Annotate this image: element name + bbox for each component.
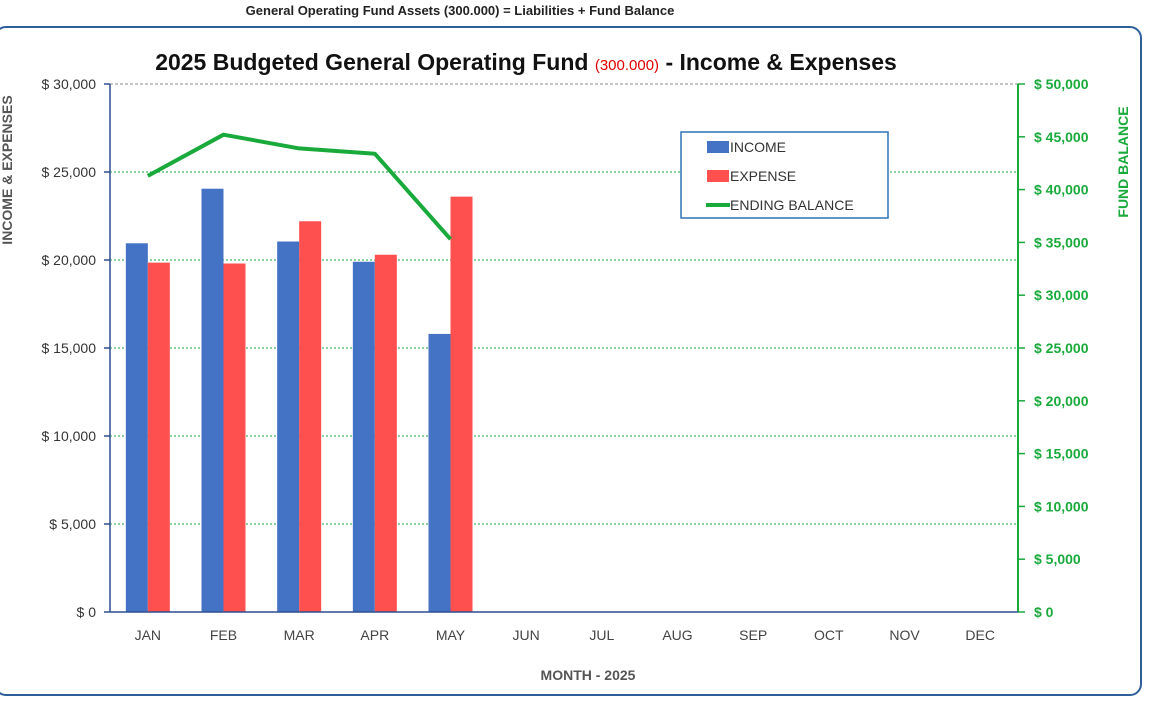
legend: INCOME EXPENSE ENDING BALANCE <box>680 131 889 219</box>
legend-label: EXPENSE <box>730 168 796 184</box>
right-tick-label: $ 25,000 <box>1034 340 1089 356</box>
bar-income-may <box>428 333 451 612</box>
left-axis-ticks: $ 0 $ 5,000 $ 10,000 $ 15,000 $ 20,000 $ 25,0… <box>42 76 110 620</box>
left-tick-label: $ 5,000 <box>49 516 96 532</box>
left-tick-label: $ 10,000 <box>42 428 97 444</box>
bar-series <box>125 188 473 612</box>
month-label: JUN <box>513 627 540 643</box>
right-tick-label: $ 10,000 <box>1034 498 1089 514</box>
chart-title-main: 2025 Budgeted General Operating Fund <box>155 49 588 75</box>
bar-income-feb <box>201 188 224 612</box>
month-label: MAY <box>436 627 466 643</box>
right-tick-label: $ 35,000 <box>1034 234 1089 250</box>
bar-income-jan <box>125 243 148 612</box>
legend-swatch-expense <box>707 170 729 182</box>
month-label: SEP <box>739 627 767 643</box>
legend-label: INCOME <box>730 139 786 155</box>
header-caption: General Operating Fund Assets (300.000) … <box>245 3 675 18</box>
right-axis-ticks: $ 0 $ 5,000 $ 10,000 $ 15,000 $ 20,000 $ 25,0… <box>1018 76 1089 620</box>
left-axis-label: INCOME & EXPENSES <box>0 95 15 244</box>
month-label: FEB <box>210 627 237 643</box>
left-tick-label: $ 0 <box>77 604 97 620</box>
right-tick-label: $ 0 <box>1034 604 1054 620</box>
chart-frame <box>0 26 1142 696</box>
right-tick-label: $ 15,000 <box>1034 446 1089 462</box>
legend-swatch-income <box>707 141 729 153</box>
bar-expense-jan <box>147 262 170 612</box>
x-axis-ticks: JAN FEB MAR APR MAY JUN JUL AUG SEP OCT NOV DEC <box>135 627 995 643</box>
chart-title-code: (300.000) <box>595 57 659 74</box>
left-tick-label: $ 15,000 <box>42 340 97 356</box>
left-tick-label: $ 25,000 <box>42 164 97 180</box>
month-label: APR <box>360 627 389 643</box>
right-tick-label: $ 45,000 <box>1034 129 1089 145</box>
chart-title-suffix: - Income & Expenses <box>665 49 896 75</box>
bar-expense-mar <box>299 221 322 612</box>
month-label: NOV <box>889 627 920 643</box>
right-tick-label: $ 50,000 <box>1034 76 1089 92</box>
bar-expense-may <box>450 196 473 612</box>
month-label: DEC <box>965 627 995 643</box>
month-label: MAR <box>284 627 315 643</box>
bar-expense-apr <box>374 254 397 612</box>
bar-income-mar <box>277 241 300 612</box>
right-tick-label: $ 5,000 <box>1034 551 1081 567</box>
month-label: JAN <box>135 627 161 643</box>
right-axis-label: FUND BALANCE <box>1115 106 1131 217</box>
bar-income-apr <box>352 261 375 612</box>
left-tick-label: $ 30,000 <box>42 76 97 92</box>
chart-title: 2025 Budgeted General Operating Fund (30… <box>155 49 897 75</box>
right-tick-label: $ 30,000 <box>1034 287 1089 303</box>
right-tick-label: $ 20,000 <box>1034 393 1089 409</box>
line-series <box>146 132 452 241</box>
bar-expense-feb <box>223 263 246 612</box>
month-label: OCT <box>814 627 844 643</box>
month-label: JUL <box>589 627 614 643</box>
month-label: AUG <box>662 627 692 643</box>
left-tick-label: $ 20,000 <box>42 252 97 268</box>
legend-label: ENDING BALANCE <box>730 197 854 213</box>
right-tick-label: $ 40,000 <box>1034 182 1089 198</box>
x-axis-label: MONTH - 2025 <box>541 667 636 683</box>
